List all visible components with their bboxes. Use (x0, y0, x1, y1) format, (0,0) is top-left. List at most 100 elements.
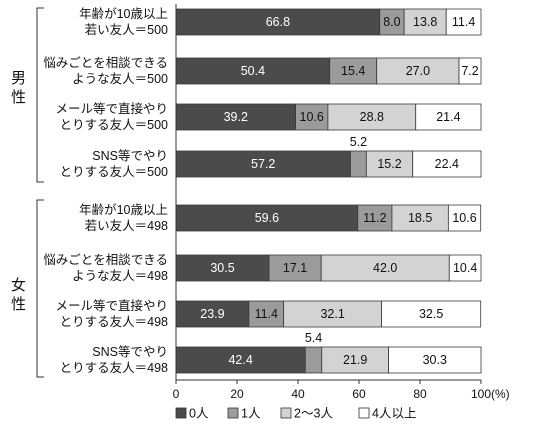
category-label-row4-line2: とりする友人＝500 (60, 165, 168, 179)
bar-row-2: 50.4 15.4 27.0 7.2 (175, 57, 482, 85)
value-label-row2-zero: 50.4 (241, 64, 265, 78)
value-label-row8-one: 5.4 (305, 331, 322, 345)
legend-label-zero: 0人 (189, 407, 209, 421)
x-tick-label-60: 60 (352, 387, 366, 401)
bar-segment-row6-two-three (320, 254, 450, 282)
bar-segment-row3-one (295, 103, 329, 131)
category-label-row5-line2: 若い友人＝498 (85, 218, 168, 233)
value-label-row3-two-three: 28.8 (360, 110, 384, 124)
category-label-row2-line1: 悩みごとを相談できる (43, 55, 168, 70)
value-label-row1-zero: 66.8 (266, 15, 290, 29)
bar-segment-row3-zero (175, 103, 296, 131)
value-label-row3-four-plus: 21.4 (436, 110, 460, 124)
value-label-row4-zero: 57.2 (251, 157, 275, 171)
group-label-female: 女性 (9, 277, 27, 315)
bar-segment-row2-two-three (376, 57, 460, 85)
legend-item-zero: 0人 (175, 407, 209, 421)
bar-row-5: 59.6 11.2 18.5 10.6 (175, 204, 482, 232)
bar-segment-row1-four-plus (445, 8, 482, 36)
value-label-row1-four-plus: 11.4 (452, 15, 475, 29)
value-label-row2-two-three: 27.0 (406, 64, 430, 78)
legend-item-two-three: 2～3人 (280, 407, 333, 421)
bar-segment-row8-one (304, 346, 323, 374)
value-label-row4-two-three: 15.2 (377, 157, 401, 171)
bar-segment-row4-two-three (365, 150, 414, 178)
bar-segment-row1-zero (175, 8, 381, 36)
value-label-row1-one: 8.0 (383, 15, 400, 29)
value-label-row7-zero: 23.9 (200, 307, 224, 321)
value-label-row5-four-plus: 10.6 (452, 211, 476, 225)
bar-row-8: 42.4 5.4 21.9 30.3 (175, 331, 482, 374)
bar-segment-row1-two-three (403, 8, 447, 36)
value-label-row2-one: 15.4 (341, 64, 365, 78)
category-label-row3-line1: メール等で直接やり (55, 101, 168, 116)
bar-row-1: 66.8 8.0 13.8 11.4 (175, 8, 482, 36)
value-label-row5-two-three: 18.5 (408, 211, 432, 225)
value-label-row2-four-plus: 7.2 (461, 64, 478, 78)
bar-segment-row3-four-plus (415, 103, 482, 131)
bar-segment-row4-one (350, 150, 367, 178)
bar-segment-row3-two-three (327, 103, 417, 131)
category-label-row5-line1: 年齢が10歳以上 (79, 202, 168, 217)
bar-segment-row6-one (268, 254, 322, 282)
group-bracket-2 (36, 199, 44, 378)
bar-row-6: 30.5 17.1 42.0 10.4 (175, 254, 482, 282)
category-label-row3-line2: とりする友人＝500 (60, 118, 168, 132)
legend-item-one: 1人 (227, 407, 261, 421)
value-label-row5-zero: 59.6 (255, 211, 279, 225)
category-label-row1-line2: 若い友人＝500 (85, 22, 168, 37)
x-tick-label-100: 100 (471, 387, 491, 401)
x-axis-unit: (%) (491, 387, 510, 401)
value-label-row8-four-plus: 30.3 (423, 353, 447, 367)
category-label-row8-line2: とりする友人＝498 (60, 361, 168, 375)
bar-segment-row4-four-plus (412, 150, 482, 178)
bar-segment-row7-four-plus (381, 300, 482, 328)
value-label-row3-zero: 39.2 (224, 110, 248, 124)
bar-segment-row6-four-plus (448, 254, 482, 282)
x-tick-label-40: 40 (291, 387, 305, 401)
value-label-row4-four-plus: 22.4 (435, 157, 459, 171)
group-bracket-1 (36, 7, 44, 183)
category-label-row7-line1: メール等で直接やり (55, 298, 168, 313)
legend-swatch-zero (175, 407, 187, 419)
value-label-row6-one: 17.1 (283, 261, 307, 275)
value-label-row4-one: 5.2 (350, 135, 367, 149)
category-label-row6-line2: ような友人＝498 (72, 269, 168, 283)
value-label-row6-two-three: 42.0 (373, 261, 397, 275)
value-label-row7-four-plus: 32.5 (419, 307, 443, 321)
bar-segment-row2-one (329, 57, 378, 85)
bar-segment-row7-two-three (283, 300, 382, 328)
x-tick-label-80: 80 (413, 387, 427, 401)
bar-segment-row8-four-plus (388, 346, 482, 374)
x-tick-label-20: 20 (230, 387, 244, 401)
group-label-male: 男性 (9, 70, 27, 108)
bar-segment-row5-four-plus (447, 204, 482, 232)
legend-label-two-three: 2～3人 (294, 407, 333, 421)
category-label-row2-line2: ような友人＝500 (72, 72, 168, 86)
value-label-row8-two-three: 21.9 (343, 353, 367, 367)
value-label-row7-one: 11.4 (255, 307, 278, 321)
value-label-row6-zero: 30.5 (210, 261, 234, 275)
category-label-row8-line1: SNS等でやり (92, 344, 168, 359)
value-label-row6-four-plus: 10.4 (453, 261, 477, 275)
bar-segment-row7-zero (175, 300, 250, 328)
bar-row-4: 57.2 5.2 15.2 22.4 (175, 135, 482, 178)
legend-swatch-one (227, 407, 239, 419)
value-label-row5-one: 11.2 (363, 211, 386, 225)
bar-segment-row4-zero (175, 150, 351, 178)
bar-row-3: 39.2 10.6 28.8 21.4 (175, 103, 482, 131)
legend-item-four-plus: 4人以上 (358, 407, 416, 421)
value-label-row7-two-three: 32.1 (320, 307, 344, 321)
x-tick-label-0: 0 (173, 387, 180, 401)
bar-segment-row2-zero (175, 57, 331, 85)
legend-label-one: 1人 (241, 407, 261, 421)
bar-segment-row2-four-plus (458, 57, 482, 85)
legend-swatch-four-plus (358, 407, 370, 419)
value-label-row1-two-three: 13.8 (413, 15, 437, 29)
bar-row-7: 23.9 11.4 32.1 32.5 (175, 300, 482, 328)
value-label-row8-zero: 42.4 (228, 353, 252, 367)
category-label-row4-line1: SNS等でやり (92, 148, 168, 163)
value-label-row3-one: 10.6 (300, 110, 324, 124)
